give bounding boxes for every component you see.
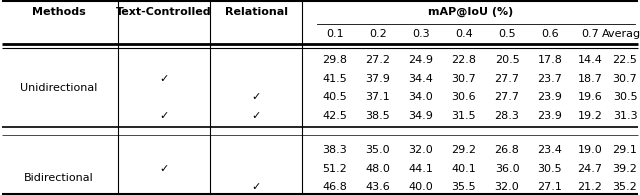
Text: 35.0: 35.0 <box>365 145 390 155</box>
Text: 41.5: 41.5 <box>323 74 348 84</box>
Text: 23.9: 23.9 <box>538 111 563 121</box>
Text: 36.0: 36.0 <box>495 164 519 174</box>
Text: 44.1: 44.1 <box>408 164 433 174</box>
Text: Text-Controlled: Text-Controlled <box>116 7 212 17</box>
Text: 38.5: 38.5 <box>365 111 390 121</box>
Text: Average: Average <box>602 29 640 39</box>
Text: 19.2: 19.2 <box>577 111 602 121</box>
Text: 0.5: 0.5 <box>498 29 516 39</box>
Text: 0.1: 0.1 <box>326 29 344 39</box>
Text: 31.3: 31.3 <box>612 111 637 121</box>
Text: 35.2: 35.2 <box>612 182 637 192</box>
Text: 32.0: 32.0 <box>408 145 433 155</box>
Text: 22.5: 22.5 <box>612 55 637 65</box>
Text: Unidirectional: Unidirectional <box>20 83 98 93</box>
Text: 29.2: 29.2 <box>451 145 477 155</box>
Text: 18.7: 18.7 <box>577 74 602 84</box>
Text: 48.0: 48.0 <box>365 164 390 174</box>
Text: 37.9: 37.9 <box>365 74 390 84</box>
Text: Bidirectional: Bidirectional <box>24 173 94 183</box>
Text: 27.2: 27.2 <box>365 55 390 65</box>
Text: 23.4: 23.4 <box>538 145 563 155</box>
Text: 23.9: 23.9 <box>538 92 563 102</box>
Text: 40.5: 40.5 <box>323 92 348 102</box>
Text: 40.1: 40.1 <box>452 164 476 174</box>
Text: 37.1: 37.1 <box>365 92 390 102</box>
Text: 0.7: 0.7 <box>581 29 599 39</box>
Text: 30.7: 30.7 <box>452 74 476 84</box>
Text: 29.8: 29.8 <box>323 55 348 65</box>
Text: ✓: ✓ <box>252 111 260 121</box>
Text: 19.6: 19.6 <box>578 92 602 102</box>
Text: 28.3: 28.3 <box>495 111 520 121</box>
Text: Relational: Relational <box>225 7 287 17</box>
Text: 0.6: 0.6 <box>541 29 559 39</box>
Text: 34.4: 34.4 <box>408 74 433 84</box>
Text: 38.3: 38.3 <box>323 145 348 155</box>
Text: 29.1: 29.1 <box>612 145 637 155</box>
Text: 42.5: 42.5 <box>323 111 348 121</box>
Text: 21.2: 21.2 <box>577 182 602 192</box>
Text: 30.7: 30.7 <box>612 74 637 84</box>
Text: 31.5: 31.5 <box>452 111 476 121</box>
Text: ✓: ✓ <box>252 92 260 102</box>
Text: 27.1: 27.1 <box>538 182 563 192</box>
Text: 20.5: 20.5 <box>495 55 520 65</box>
Text: 24.7: 24.7 <box>577 164 602 174</box>
Text: 46.8: 46.8 <box>323 182 348 192</box>
Text: 51.2: 51.2 <box>323 164 348 174</box>
Text: 40.0: 40.0 <box>408 182 433 192</box>
Text: 0.3: 0.3 <box>412 29 430 39</box>
Text: 27.7: 27.7 <box>495 92 520 102</box>
Text: ✓: ✓ <box>159 111 169 121</box>
Text: 30.6: 30.6 <box>452 92 476 102</box>
Text: ✓: ✓ <box>159 164 169 174</box>
Text: 19.0: 19.0 <box>578 145 602 155</box>
Text: ✓: ✓ <box>252 182 260 192</box>
Text: 24.9: 24.9 <box>408 55 433 65</box>
Text: ✓: ✓ <box>159 74 169 84</box>
Text: 34.0: 34.0 <box>408 92 433 102</box>
Text: 26.8: 26.8 <box>495 145 520 155</box>
Text: 35.5: 35.5 <box>452 182 476 192</box>
Text: mAP@IoU (%): mAP@IoU (%) <box>428 7 514 17</box>
Text: 39.2: 39.2 <box>612 164 637 174</box>
Text: Methods: Methods <box>32 7 86 17</box>
Text: 34.9: 34.9 <box>408 111 433 121</box>
Text: 23.7: 23.7 <box>538 74 563 84</box>
Text: 0.4: 0.4 <box>455 29 473 39</box>
Text: 14.4: 14.4 <box>577 55 602 65</box>
Text: 27.7: 27.7 <box>495 74 520 84</box>
Text: 0.2: 0.2 <box>369 29 387 39</box>
Text: 30.5: 30.5 <box>612 92 637 102</box>
Text: 17.8: 17.8 <box>538 55 563 65</box>
Text: 22.8: 22.8 <box>451 55 477 65</box>
Text: 43.6: 43.6 <box>365 182 390 192</box>
Text: 30.5: 30.5 <box>538 164 563 174</box>
Text: 32.0: 32.0 <box>495 182 520 192</box>
